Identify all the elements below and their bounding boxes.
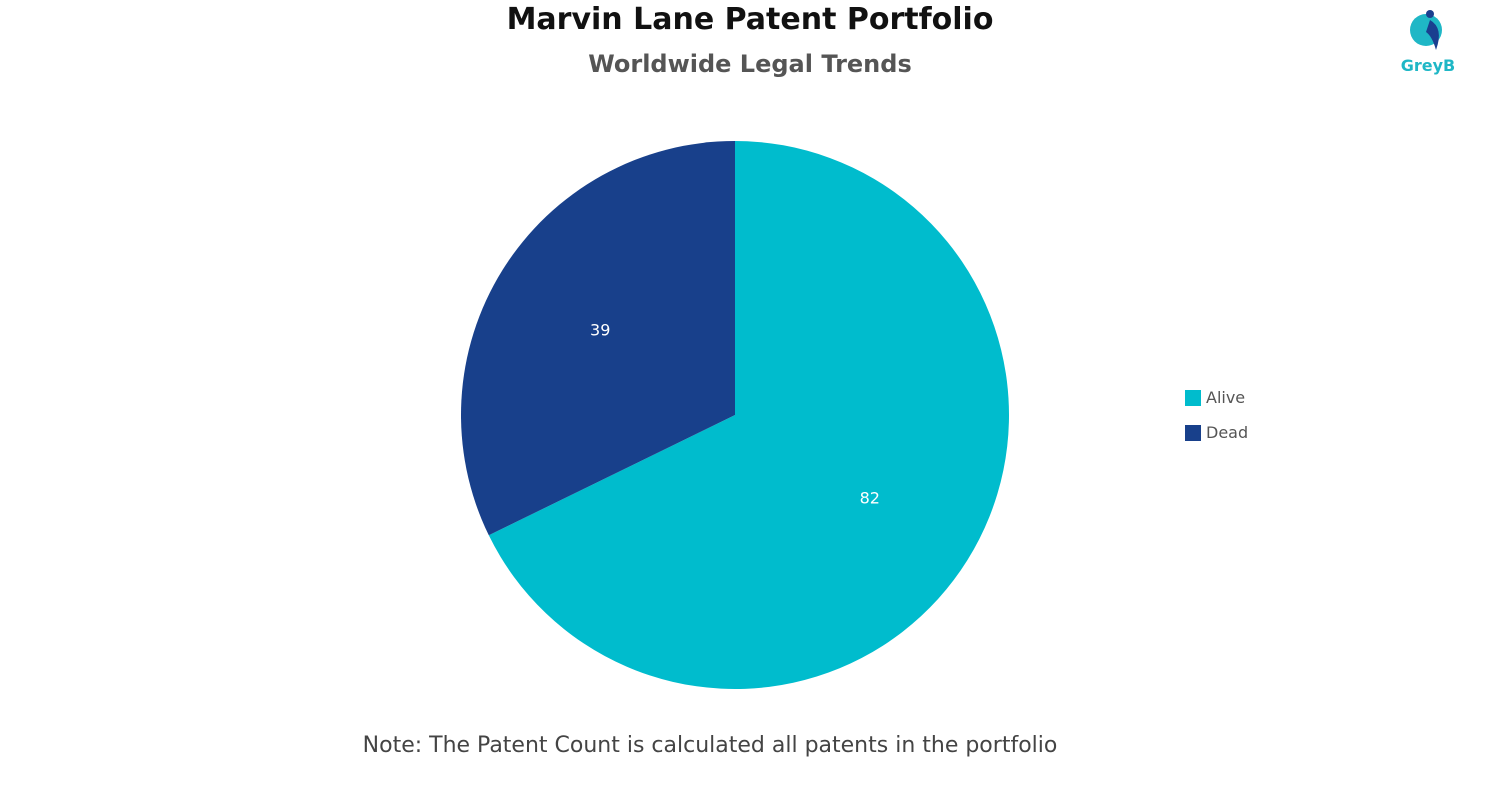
- greyb-logo-icon: [1410, 10, 1442, 50]
- pie-labels: 82 39: [590, 320, 880, 507]
- legend-label-dead: Dead: [1206, 423, 1249, 442]
- chart-note: Note: The Patent Count is calculated all…: [362, 733, 1058, 758]
- chart-legend: Alive Dead: [1185, 386, 1248, 456]
- legend-item-alive[interactable]: Alive: [1185, 386, 1248, 409]
- chart-title: Marvin Lane Patent Portfolio: [506, 2, 994, 37]
- pie-slice-alive: [488, 141, 1009, 690]
- pie-slice-dead: [461, 141, 735, 536]
- greyb-logo: GreyB: [1392, 6, 1464, 78]
- legend-swatch-alive: [1185, 389, 1201, 406]
- pie-slices: [461, 141, 1009, 690]
- chart-subtitle: Worldwide Legal Trends: [588, 50, 912, 78]
- data-label-alive: 82: [860, 489, 880, 508]
- legend-swatch-dead: [1185, 424, 1201, 441]
- legend-label-alive: Alive: [1206, 388, 1246, 407]
- data-label-dead: 39: [590, 320, 610, 339]
- greyb-logo-text: GreyB: [1400, 56, 1456, 75]
- legend-item-dead[interactable]: Dead: [1185, 421, 1248, 444]
